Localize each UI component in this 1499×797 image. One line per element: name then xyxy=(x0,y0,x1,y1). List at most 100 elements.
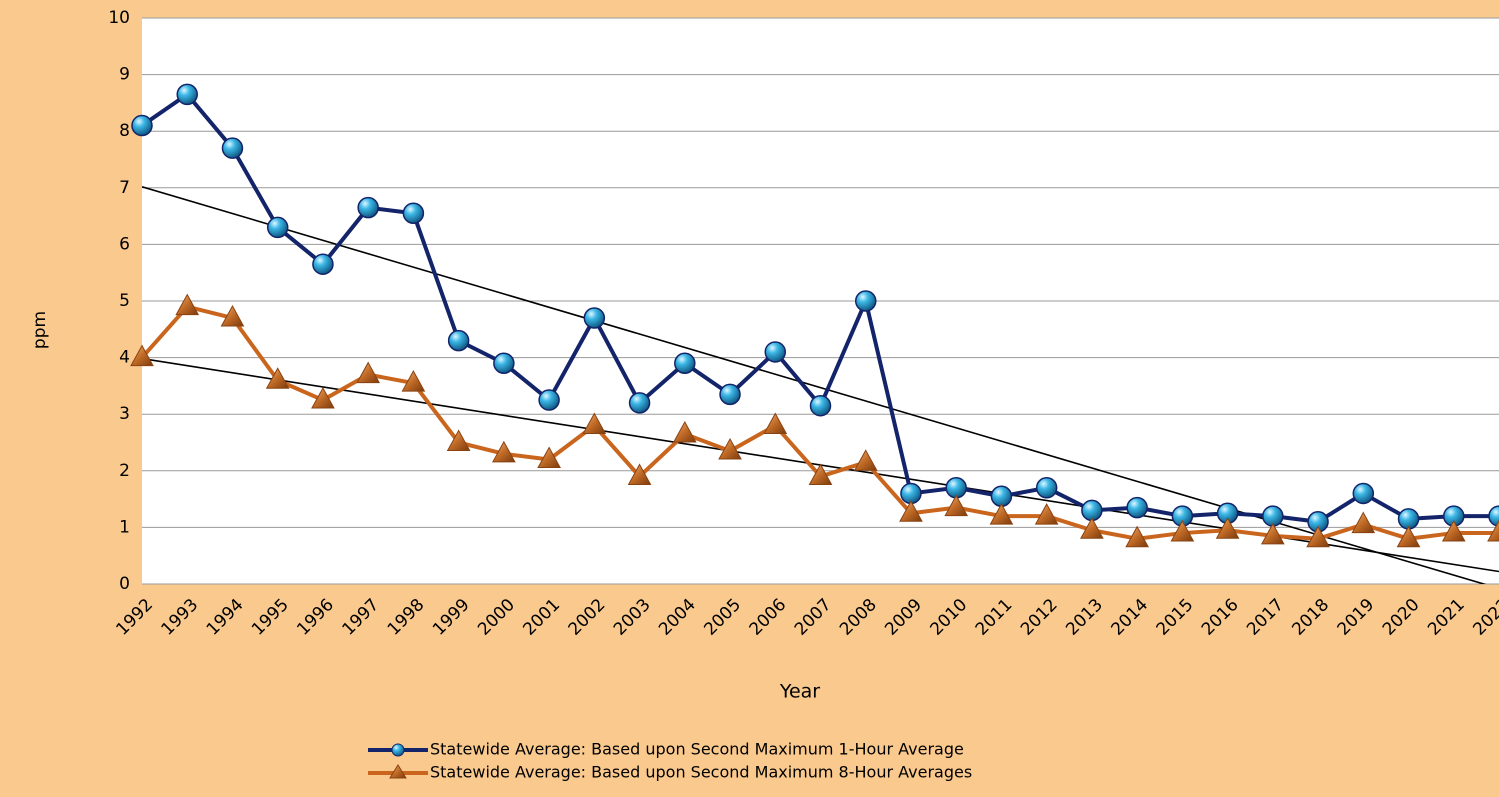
x-tick-label: 2010 xyxy=(927,595,972,640)
y-tick-label: 3 xyxy=(119,404,130,424)
point-marker xyxy=(854,290,877,312)
legend-label: Statewide Average: Based upon Second Max… xyxy=(430,740,964,759)
point-marker xyxy=(266,216,289,239)
y-axis-label: ppm xyxy=(30,311,50,349)
point-marker xyxy=(627,463,652,485)
x-tick-label: 2012 xyxy=(1017,595,1062,640)
point-marker xyxy=(538,389,560,411)
point-marker xyxy=(989,503,1014,525)
x-tick-label: 2008 xyxy=(836,595,881,640)
point-marker xyxy=(537,446,561,468)
point-marker xyxy=(265,367,290,389)
legend-symbol xyxy=(391,743,405,757)
y-tick-label: 6 xyxy=(119,234,130,254)
y-tick-label: 7 xyxy=(119,178,130,198)
x-tick-label: 2001 xyxy=(519,595,564,640)
point-marker xyxy=(853,449,878,471)
point-marker xyxy=(312,253,334,275)
x-tick-label: 2016 xyxy=(1198,595,1243,640)
point-marker xyxy=(719,383,741,406)
point-marker xyxy=(899,500,923,522)
x-tick-label: 2014 xyxy=(1107,595,1152,640)
point-marker xyxy=(1352,482,1375,505)
point-marker xyxy=(944,494,969,517)
point-marker xyxy=(718,437,742,460)
point-marker xyxy=(447,329,470,352)
x-tick-label: 1999 xyxy=(429,595,474,640)
point-marker xyxy=(1306,525,1330,548)
point-marker xyxy=(763,412,788,435)
point-marker xyxy=(1488,505,1499,527)
x-tick-label: 2000 xyxy=(474,595,519,640)
point-marker xyxy=(356,361,381,384)
x-tick-label: 2009 xyxy=(881,595,926,640)
point-marker xyxy=(1487,520,1499,542)
x-tick-label: 2015 xyxy=(1153,595,1198,640)
y-tick-label: 5 xyxy=(119,291,130,311)
point-marker xyxy=(493,352,515,375)
point-marker xyxy=(175,293,200,316)
point-marker xyxy=(176,83,198,106)
x-tick-label: 2021 xyxy=(1424,595,1469,640)
legend-label: Statewide Average: Based upon Second Max… xyxy=(430,763,972,782)
y-tick-label: 4 xyxy=(119,348,130,368)
point-marker xyxy=(131,114,153,137)
point-marker xyxy=(220,304,245,327)
y-tick-label: 8 xyxy=(119,121,130,141)
x-tick-label: 2003 xyxy=(610,595,655,640)
point-marker xyxy=(401,370,426,392)
point-marker xyxy=(582,412,607,435)
x-tick-label: 2020 xyxy=(1379,595,1424,640)
point-marker xyxy=(1215,517,1240,539)
x-tick-label: 2005 xyxy=(700,595,745,640)
x-tick-label: 2019 xyxy=(1334,595,1379,640)
x-tick-label: 1996 xyxy=(293,595,338,640)
point-marker xyxy=(492,440,516,463)
point-marker xyxy=(1351,511,1376,534)
x-tick-label: 2007 xyxy=(791,595,836,640)
x-tick-label: 1995 xyxy=(248,595,293,640)
legend-marker xyxy=(389,764,407,779)
legend-marker xyxy=(391,743,405,757)
x-tick-label: 2006 xyxy=(746,595,791,640)
point-marker xyxy=(583,307,606,329)
legend-item: Statewide Average: Based upon Second Max… xyxy=(368,763,972,782)
point-marker xyxy=(674,352,696,375)
x-tick-label: 1997 xyxy=(339,595,384,640)
x-tick-label: 1994 xyxy=(203,595,248,640)
point-marker xyxy=(1034,503,1059,525)
point-marker xyxy=(808,463,833,485)
point-marker xyxy=(311,387,335,409)
point-marker xyxy=(1125,525,1149,548)
y-tick-label: 2 xyxy=(119,461,130,481)
x-tick-label: 1998 xyxy=(384,595,429,640)
point-marker xyxy=(402,202,425,225)
point-marker xyxy=(1126,496,1148,519)
point-marker xyxy=(1441,520,1466,542)
x-tick-label: 2017 xyxy=(1243,595,1288,640)
point-marker xyxy=(764,341,787,363)
y-tick-label: 1 xyxy=(119,517,130,537)
point-marker xyxy=(446,429,471,451)
x-tick-label: 2002 xyxy=(565,595,610,640)
x-tick-label: 1992 xyxy=(112,595,157,640)
point-marker xyxy=(1035,477,1058,499)
legend-symbol xyxy=(389,764,407,779)
x-tick-label: 2022 xyxy=(1469,595,1499,640)
point-marker xyxy=(809,394,832,417)
x-tick-label: 1993 xyxy=(158,595,203,640)
x-tick-label: 2018 xyxy=(1288,595,1333,640)
point-marker xyxy=(672,420,697,443)
x-tick-label: 2011 xyxy=(972,595,1017,640)
legend-item: Statewide Average: Based upon Second Max… xyxy=(368,740,964,759)
y-tick-label: 0 xyxy=(119,574,130,594)
x-tick-label: 2013 xyxy=(1062,595,1107,640)
point-marker xyxy=(357,196,379,219)
y-tick-label: 9 xyxy=(119,65,130,85)
point-marker xyxy=(1396,525,1421,548)
y-tick-label: 10 xyxy=(108,8,130,28)
point-marker xyxy=(628,392,651,414)
point-marker xyxy=(1260,522,1285,545)
